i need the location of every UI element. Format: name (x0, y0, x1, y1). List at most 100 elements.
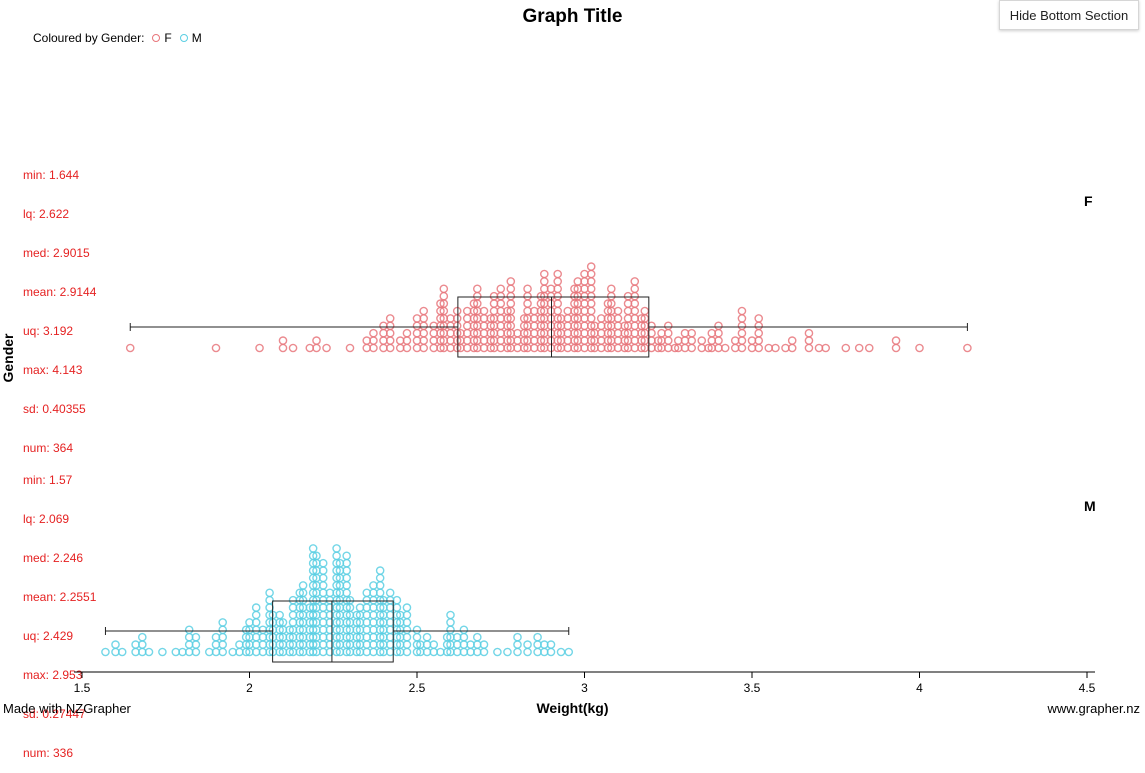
data-point-f (804, 336, 814, 345)
data-point-f (496, 284, 506, 294)
legend-m-icon (179, 34, 188, 42)
data-point-f (369, 328, 378, 338)
data-point-f (345, 343, 355, 353)
data-point-m (285, 625, 295, 635)
data-point-f (255, 343, 264, 353)
data-point-f (419, 306, 429, 316)
data-point-f (479, 306, 489, 316)
stats-m-line: med: 2.246 (23, 551, 84, 565)
footer-credit: Made with NZGrapher (3, 701, 131, 716)
stats-m-line: min: 1.57 (23, 473, 73, 487)
data-point-f (771, 343, 780, 353)
data-point-m (117, 647, 127, 657)
data-point-f (523, 299, 532, 308)
data-point-f (536, 291, 546, 301)
data-point-m (278, 618, 288, 627)
stats-f-line: num: 364 (23, 441, 74, 455)
graph-title: Graph Title (522, 6, 623, 27)
data-point-f (506, 291, 516, 301)
data-point-m (352, 610, 362, 620)
data-point-f (469, 299, 479, 308)
data-point-f (647, 321, 656, 331)
data-point-f (754, 328, 764, 338)
data-point-m (446, 618, 455, 627)
group-label-f: F (1084, 193, 1093, 209)
data-point-m (493, 647, 502, 657)
data-point-f (288, 343, 298, 353)
data-point-m (446, 610, 455, 620)
data-point-f (653, 336, 663, 345)
stats-f-line: sd: 0.40355 (23, 402, 86, 416)
data-point-m (556, 647, 566, 657)
data-point-f (519, 314, 529, 323)
data-point-f (915, 343, 924, 353)
data-point-f (385, 314, 395, 323)
data-point-f (439, 291, 449, 301)
data-point-m (375, 566, 385, 575)
data-point-f (607, 291, 616, 301)
data-point-f (787, 336, 797, 345)
data-point-f (278, 343, 288, 353)
data-point-f (607, 284, 616, 294)
data-point-m (564, 647, 574, 657)
data-point-f (737, 321, 747, 331)
data-point-f (841, 343, 851, 353)
data-point-f (553, 277, 563, 286)
data-point-m (137, 632, 147, 642)
hide-bottom-section-button[interactable]: Hide Bottom Section (999, 0, 1139, 30)
stats-f-line: mean: 2.9144 (23, 285, 97, 299)
data-point-m (513, 640, 522, 649)
data-point-m (275, 610, 284, 620)
data-point-m (446, 625, 455, 635)
data-point-m (385, 588, 395, 598)
data-point-f (523, 291, 532, 301)
color-legend: Coloured by Gender: F M (33, 31, 202, 45)
data-point-m (251, 603, 261, 612)
stats-f: min: 1.644 lq: 2.622 med: 2.9015 mean: 2… (23, 143, 96, 468)
data-point-f (506, 284, 516, 294)
data-point-m (318, 558, 328, 568)
data-point-m (312, 551, 321, 561)
data-point-f (472, 291, 482, 301)
dot-plot-chart: 1.5 2 2.5 3 3.5 4 4.5 (74, 262, 1096, 695)
data-point-m (345, 595, 355, 605)
data-point-f (570, 284, 579, 294)
data-point-f (540, 269, 549, 279)
data-point-m (295, 588, 305, 598)
data-point-f (720, 343, 730, 353)
stats-m-line: num: 336 (23, 746, 74, 760)
data-point-f (704, 343, 713, 353)
x-tick-label: 1.5 (74, 681, 91, 695)
data-point-f (553, 269, 563, 279)
data-point-m (251, 610, 261, 620)
data-point-m (546, 640, 556, 649)
data-point-m (265, 588, 274, 598)
data-point-f (402, 328, 412, 338)
stats-f-line: uq: 3.192 (23, 324, 74, 338)
data-point-f (278, 336, 288, 345)
data-point-f (821, 343, 831, 353)
x-tick-label: 3.5 (744, 681, 761, 695)
data-point-m (144, 647, 154, 657)
data-point-f (637, 314, 646, 323)
data-point-f (754, 321, 764, 331)
data-point-f (891, 336, 901, 345)
data-point-f (603, 299, 613, 308)
stats-m-line: uq: 2.429 (23, 629, 74, 643)
legend-f-icon (152, 34, 161, 42)
stats-f-line: max: 4.143 (23, 363, 83, 377)
data-point-m (218, 618, 227, 627)
data-point-f (452, 306, 462, 316)
data-point-f (737, 306, 747, 316)
data-point-m (392, 595, 402, 605)
data-point-f (963, 343, 972, 353)
x-tick-label: 3 (581, 681, 588, 695)
stats-m-line: lq: 2.069 (23, 512, 70, 526)
data-point-f (506, 277, 516, 286)
data-point-f (714, 321, 723, 331)
box-m (272, 600, 394, 663)
data-point-m (184, 625, 194, 635)
data-point-m (459, 625, 469, 635)
data-point-f (586, 262, 596, 271)
data-point-f (486, 314, 496, 323)
